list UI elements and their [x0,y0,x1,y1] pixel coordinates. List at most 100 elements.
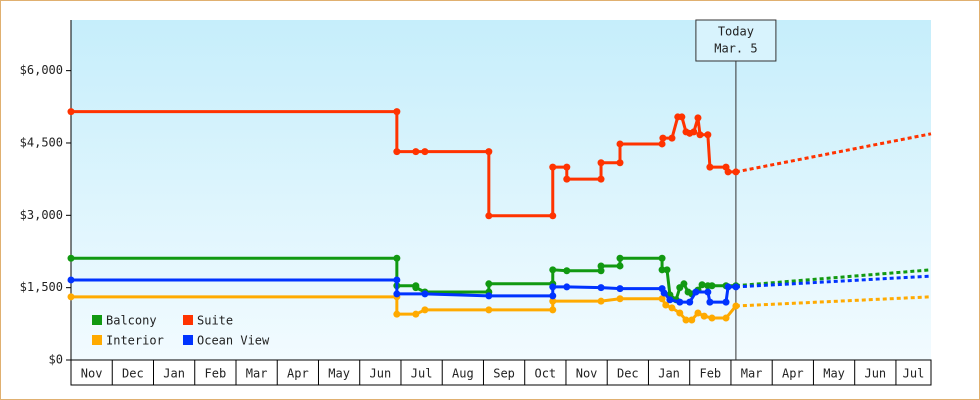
x-tick-label: Feb [699,367,721,381]
legend-label: Balcony [106,314,157,328]
point [694,309,702,317]
point [732,283,740,291]
legend-swatch [92,335,102,345]
y-tick-label: $6,000 [20,63,63,77]
point [722,314,730,322]
legend-swatch [183,315,193,325]
point [421,306,429,314]
x-tick-label: Jun [864,367,886,381]
point [563,267,571,275]
point [67,254,75,262]
point [676,298,684,306]
point [597,267,605,275]
point [688,316,696,324]
point [597,159,605,167]
forecast-line [735,132,932,174]
y-tick-label: $3,000 [20,208,63,222]
x-tick-label: Dec [122,367,144,381]
forecast-line [735,295,932,308]
point [412,310,420,318]
point [658,266,666,274]
point [549,163,557,171]
today-box [695,19,777,62]
point [692,288,700,296]
point [668,304,676,312]
point [678,113,686,121]
legend-label: Interior [106,334,164,348]
point [563,283,571,291]
today-label: Mar. 5 [714,42,757,56]
x-tick-label: May [328,367,350,381]
x-tick-label: Apr [287,367,309,381]
point [616,140,624,148]
x-tick-label: Mar [246,367,268,381]
point [708,314,716,322]
point [724,168,732,176]
x-tick-label: Nov [576,367,598,381]
point [616,285,624,293]
point [393,290,401,298]
y-tick-label: $1,500 [20,280,63,294]
point [597,262,605,270]
point [563,163,571,171]
point [698,281,706,289]
point [686,298,694,306]
today-label: Today [718,25,754,39]
point [393,254,401,262]
point [393,310,401,318]
point [666,296,674,304]
point [485,280,493,288]
x-tick-label: Jan [658,367,680,381]
legend-swatch [92,315,102,325]
point [616,254,624,262]
point [393,276,401,284]
x-tick-label: Dec [617,367,639,381]
point [660,289,668,297]
point [724,283,732,291]
x-tick-label: Mar [741,367,763,381]
point [549,297,557,305]
point [658,295,666,303]
point [393,148,401,156]
point [412,148,420,156]
point [597,175,605,183]
point [658,254,666,262]
point [668,134,676,142]
point [485,148,493,156]
x-tick-label: Apr [782,367,804,381]
x-tick-label: Oct [534,367,556,381]
point [700,312,708,320]
point [732,302,740,310]
x-tick-label: Jun [370,367,392,381]
point [708,282,716,290]
point [485,292,493,300]
x-tick-label: Jul [903,367,925,381]
forecast-line [735,274,932,289]
point [393,108,401,116]
legend-swatch [183,335,193,345]
point [549,266,557,274]
point [662,301,670,309]
point [485,306,493,314]
point [67,108,75,116]
point [732,168,740,176]
point [694,114,702,122]
point [706,298,714,306]
point [485,212,493,220]
point [549,283,557,291]
point [682,316,690,324]
x-tick-label: May [823,367,845,381]
point [597,284,605,292]
x-tick-label: Sep [493,367,515,381]
point [67,293,75,301]
point [706,163,714,171]
point [412,284,420,292]
point [616,295,624,303]
point [680,280,688,288]
forecast-line [735,268,932,288]
point [658,140,666,148]
x-tick-label: Jul [411,367,433,381]
point [67,276,75,284]
